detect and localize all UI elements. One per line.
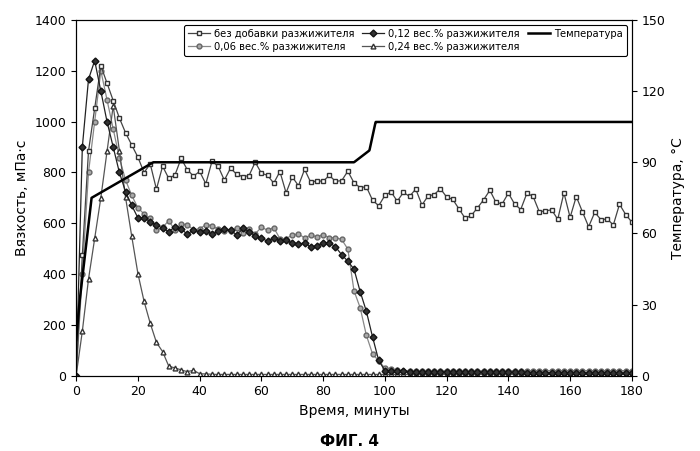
0,06 вес.% разжижителя: [547, 368, 556, 373]
0,24 вес.% разжижителя: [208, 372, 216, 377]
0,06 вес.% разжижителя: [146, 216, 155, 221]
0,24 вес.% разжижителя: [622, 372, 630, 377]
Line: 0,06 вес.% разжижителя: 0,06 вес.% разжижителя: [74, 69, 634, 378]
0,24 вес.% разжижителя: [615, 372, 624, 377]
Text: ФИГ. 4: ФИГ. 4: [321, 434, 379, 449]
Line: Температура: Температура: [76, 122, 632, 340]
без добавки разжижителя: [628, 219, 636, 225]
Температура: [628, 119, 636, 124]
0,06 вес.% разжижителя: [615, 368, 624, 373]
0,24 вес.% разжижителя: [72, 373, 80, 378]
без добавки разжижителя: [615, 202, 624, 207]
Температура: [72, 337, 80, 343]
0,06 вес.% разжижителя: [72, 373, 80, 378]
0,12 вес.% разжижителя: [146, 219, 155, 224]
Температура: [372, 119, 380, 124]
без добавки разжижителя: [208, 159, 216, 164]
0,12 вес.% разжижителя: [547, 370, 556, 375]
Y-axis label: Температура, °C: Температура, °C: [671, 137, 685, 259]
0,06 вес.% разжижителя: [97, 68, 105, 74]
Line: без добавки разжижителя: без добавки разжижителя: [74, 63, 634, 378]
Температура: [190, 160, 199, 165]
без добавки разжижителя: [547, 207, 556, 212]
0,06 вес.% разжижителя: [220, 228, 228, 233]
Температура: [104, 186, 112, 191]
Температура: [302, 160, 310, 165]
без добавки разжижителя: [622, 212, 630, 217]
0,12 вес.% разжижителя: [90, 58, 99, 63]
Line: 0,12 вес.% разжижителя: 0,12 вес.% разжижителя: [74, 58, 634, 378]
без добавки разжижителя: [72, 373, 80, 378]
X-axis label: Время, минуты: Время, минуты: [299, 404, 409, 418]
без добавки разжижителя: [146, 161, 155, 166]
0,12 вес.% разжижителя: [72, 373, 80, 378]
0,24 вес.% разжижителя: [146, 321, 155, 326]
0,24 вес.% разжижителя: [547, 372, 556, 377]
без добавки разжижителя: [97, 63, 105, 69]
0,12 вес.% разжижителя: [622, 370, 630, 376]
без добавки разжижителя: [220, 177, 228, 183]
Line: 0,24 вес.% разжижителя: 0,24 вес.% разжижителя: [74, 104, 634, 378]
Legend: без добавки разжижителя, 0,06 вес.% разжижителя, 0,12 вес.% разжижителя, 0,24 ве: без добавки разжижителя, 0,06 вес.% разж…: [184, 25, 626, 56]
0,24 вес.% разжижителя: [220, 372, 228, 377]
0,06 вес.% разжижителя: [208, 223, 216, 228]
Температура: [452, 119, 460, 124]
0,06 вес.% разжижителя: [628, 368, 636, 373]
0,12 вес.% разжижителя: [220, 227, 228, 232]
0,12 вес.% разжижителя: [208, 231, 216, 237]
0,12 вес.% разжижителя: [615, 370, 624, 376]
Температура: [299, 160, 307, 165]
Температура: [280, 160, 288, 165]
0,06 вес.% разжижителя: [622, 368, 630, 373]
0,12 вес.% разжижителя: [628, 370, 636, 376]
0,24 вес.% разжижителя: [109, 103, 118, 109]
0,24 вес.% разжижителя: [628, 372, 636, 377]
Y-axis label: Вязкость, мПа·с: Вязкость, мПа·с: [15, 140, 29, 256]
